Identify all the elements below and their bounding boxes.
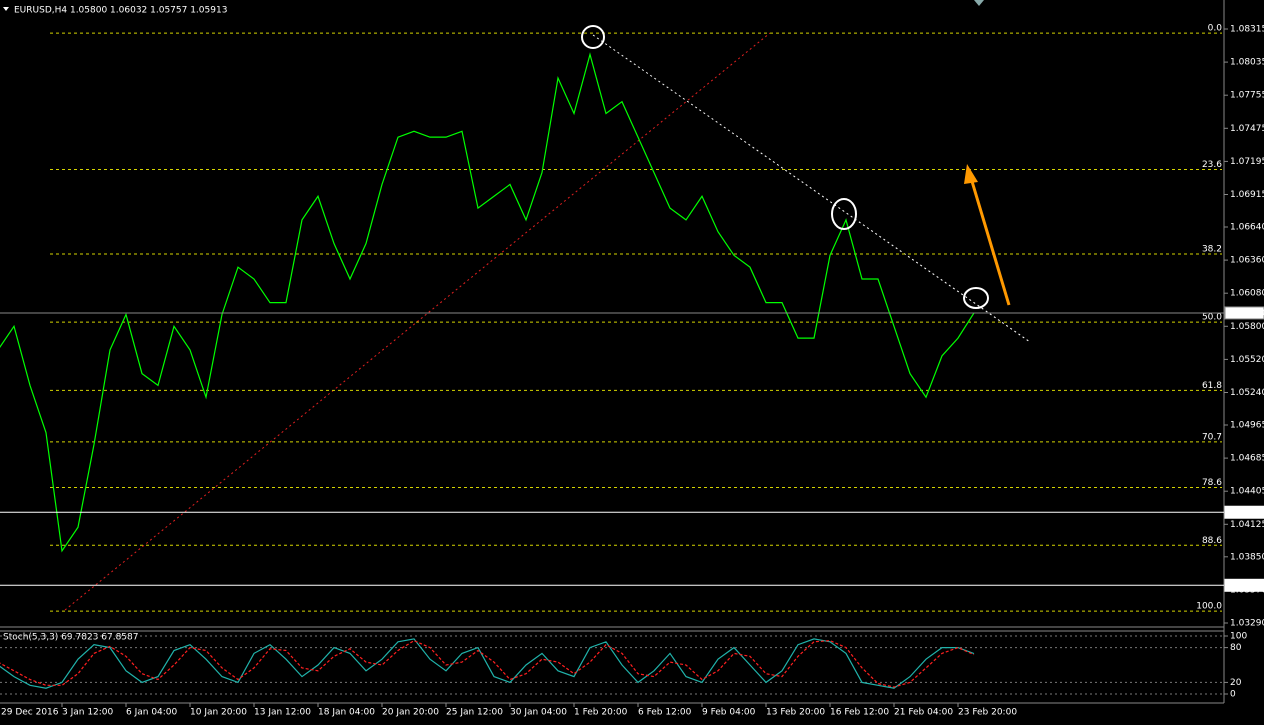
fib-label: 23.6: [1202, 160, 1222, 170]
fib-label: 61.8: [1202, 381, 1222, 391]
y-tick-label: 1.06640: [1230, 223, 1264, 233]
x-tick-label: 10 Jan 20:00: [190, 708, 247, 718]
price-label: 1.04227: [1228, 508, 1264, 518]
price-label-box: [1224, 306, 1264, 320]
y-tick-label: 1.06360: [1230, 256, 1264, 266]
y-tick-label: 1.03290: [1230, 619, 1264, 629]
y-tick-label: 100: [1230, 632, 1247, 642]
shift-marker: [974, 0, 984, 6]
price-label: 1.03609: [1228, 581, 1264, 591]
arrow-head: [964, 164, 978, 184]
x-tick-label: 16 Feb 12:00: [830, 708, 889, 718]
y-tick-label: 1.04965: [1230, 421, 1264, 431]
x-tick-label: 3 Jan 12:00: [62, 708, 114, 718]
y-tick-label: 1.05520: [1230, 355, 1264, 365]
fib-label: 50.0: [1202, 313, 1222, 323]
y-tick-label: 1.07475: [1230, 124, 1264, 134]
y-tick-label: 1.05800: [1230, 322, 1264, 332]
y-tick-label: 1.05240: [1230, 388, 1264, 398]
trend-line: [64, 32, 771, 611]
trend-line: [592, 34, 1031, 343]
price-label-box: [1224, 578, 1264, 592]
highlight-circle: [963, 287, 989, 309]
y-tick-label: 1.07195: [1230, 157, 1264, 167]
y-tick-label: 20: [1230, 678, 1242, 688]
fib-label: 88.6: [1202, 536, 1222, 546]
y-tick-label: 1.08315: [1230, 25, 1264, 35]
y-tick-label: 1.03850: [1230, 552, 1264, 562]
x-tick-label: 18 Jan 04:00: [318, 708, 375, 718]
x-tick-label: 20 Jan 20:00: [382, 708, 439, 718]
fib-label: 100.0: [1196, 602, 1222, 612]
y-tick-label: 80: [1230, 643, 1242, 653]
x-tick-label: 23 Feb 20:00: [958, 708, 1017, 718]
series-line: [0, 639, 975, 688]
x-tick-label: 30 Jan 04:00: [510, 708, 567, 718]
x-tick-label: 1 Feb 20:00: [574, 708, 628, 718]
y-tick-label: 1.08035: [1230, 58, 1264, 68]
x-tick-label: 9 Feb 04:00: [702, 708, 756, 718]
y-tick-label: 1.04125: [1230, 520, 1264, 530]
x-tick-label: 6 Feb 12:00: [638, 708, 692, 718]
x-tick-label: 29 Dec 2016: [1, 708, 59, 718]
series-line: [0, 52, 975, 553]
y-tick-label: 1.04685: [1230, 454, 1264, 464]
y-tick-label: 0: [1230, 690, 1236, 700]
x-tick-label: 6 Jan 04:00: [126, 708, 178, 718]
x-tick-label: 21 Feb 04:00: [894, 708, 953, 718]
y-tick-label: 1.06915: [1230, 190, 1264, 200]
chart-title: EURUSD,H4 1.05800 1.06032 1.05757 1.0591…: [14, 6, 227, 16]
series-line: [0, 638, 975, 689]
fib-label: 70.7: [1202, 432, 1222, 442]
highlight-circle: [581, 25, 605, 49]
x-tick-label: 13 Feb 20:00: [766, 708, 825, 718]
y-tick-label: 1.04405: [1230, 487, 1264, 497]
menu-icon: [3, 7, 9, 11]
y-tick-label: 1.07755: [1230, 91, 1264, 101]
y-tick-label: 1.06080: [1230, 289, 1264, 299]
price-label: 1.05913: [1228, 308, 1264, 318]
fib-label: 78.6: [1202, 478, 1222, 488]
fib-label: 38.2: [1202, 244, 1222, 254]
fib-label: 0.0: [1208, 24, 1223, 34]
price-label-box: [1224, 505, 1264, 519]
indicator-title: Stoch(5,3,3) 69.7823 67.8587: [3, 633, 138, 643]
x-tick-label: 25 Jan 12:00: [446, 708, 503, 718]
arrow: [969, 177, 1011, 306]
x-tick-label: 13 Jan 12:00: [254, 708, 311, 718]
highlight-circle: [831, 198, 857, 230]
